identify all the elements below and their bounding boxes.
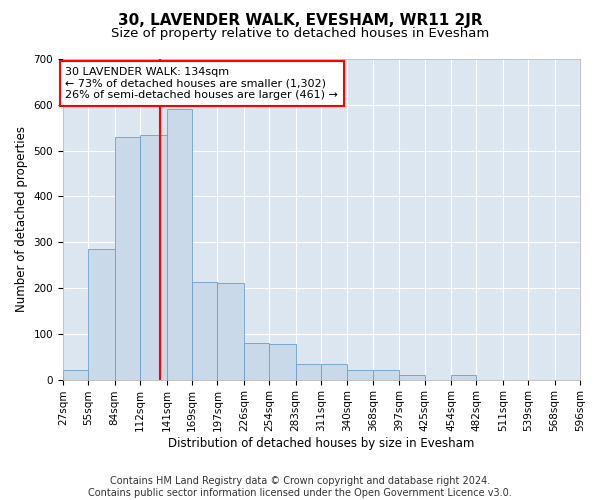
Bar	[399, 375, 425, 380]
Text: 30, LAVENDER WALK, EVESHAM, WR11 2JR: 30, LAVENDER WALK, EVESHAM, WR11 2JR	[118, 12, 482, 28]
Bar	[217, 282, 244, 380]
Y-axis label: Number of detached properties: Number of detached properties	[15, 126, 28, 312]
Bar	[140, 134, 167, 380]
Bar	[451, 375, 476, 380]
Text: Size of property relative to detached houses in Evesham: Size of property relative to detached ho…	[111, 28, 489, 40]
Bar	[115, 137, 140, 380]
Bar	[269, 344, 296, 380]
Bar	[167, 110, 192, 380]
Bar	[296, 364, 321, 380]
Bar	[244, 343, 269, 380]
Bar	[192, 282, 217, 380]
Bar	[321, 364, 347, 380]
Text: 30 LAVENDER WALK: 134sqm
← 73% of detached houses are smaller (1,302)
26% of sem: 30 LAVENDER WALK: 134sqm ← 73% of detach…	[65, 67, 338, 100]
Text: Contains HM Land Registry data © Crown copyright and database right 2024.
Contai: Contains HM Land Registry data © Crown c…	[88, 476, 512, 498]
Bar	[63, 370, 88, 380]
Bar	[88, 249, 115, 380]
Bar	[347, 370, 373, 380]
Bar	[373, 370, 399, 380]
X-axis label: Distribution of detached houses by size in Evesham: Distribution of detached houses by size …	[168, 437, 475, 450]
